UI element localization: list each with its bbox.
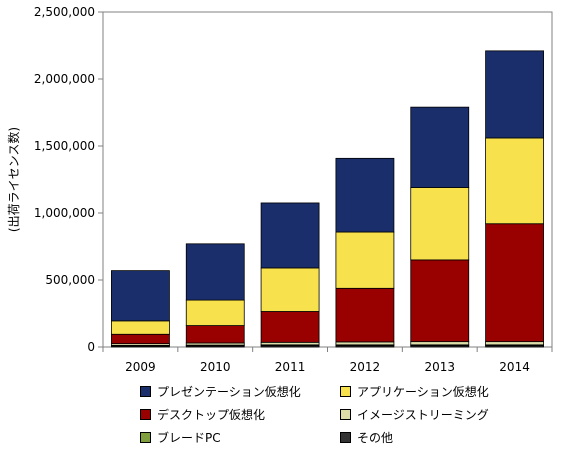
bar-segment	[260, 311, 320, 343]
plot-area	[102, 11, 553, 348]
legend-item-desktop: デスクトップ仮想化	[140, 405, 340, 423]
bar-segment	[335, 231, 395, 289]
bar-segment	[485, 223, 544, 343]
bar-segment	[111, 320, 170, 335]
bar-segment	[485, 137, 544, 225]
legend: プレゼンテーション仮想化 アプリケーション仮想化 デスクトップ仮想化 イメージス…	[140, 382, 550, 446]
bar-segment	[111, 333, 170, 345]
bar-segment	[410, 106, 470, 188]
legend-item-image-streaming: イメージストリーミング	[340, 405, 540, 423]
bar-segment	[185, 325, 245, 344]
bar-segment	[485, 50, 544, 139]
legend-swatch	[340, 385, 351, 397]
bar-segment	[260, 267, 320, 312]
y-tick-label: 1,000,000	[34, 206, 95, 220]
y-axis-label: (出荷ライセンス数)	[6, 127, 21, 232]
legend-label: ブレードPC	[157, 430, 221, 445]
legend-label: プレゼンテーション仮想化	[157, 384, 301, 399]
x-tick-label: 2010	[200, 360, 231, 374]
legend-swatch	[140, 431, 151, 443]
bar-segment	[185, 299, 245, 326]
legend-item-other: その他	[340, 428, 540, 446]
bar-segment	[185, 243, 245, 301]
bar-segment	[335, 157, 395, 233]
legend-label: デスクトップ仮想化	[157, 407, 266, 422]
legend-item-application: アプリケーション仮想化	[340, 382, 540, 400]
legend-label: イメージストリーミング	[357, 407, 489, 422]
y-tick-label: 500,000	[45, 273, 95, 287]
legend-swatch	[140, 385, 151, 397]
y-tick-label: 2,000,000	[34, 72, 95, 86]
x-tick-label: 2014	[499, 360, 530, 374]
x-tick-label: 2013	[424, 360, 455, 374]
y-tick-label: 0	[87, 340, 95, 354]
x-tick-label: 2012	[350, 360, 381, 374]
legend-label: アプリケーション仮想化	[357, 384, 489, 399]
y-tick-label: 1,500,000	[34, 139, 95, 153]
bar-segment	[410, 259, 470, 343]
legend-item-blade-pc: ブレードPC	[140, 428, 340, 446]
bar-segment	[410, 341, 470, 346]
bar-segment	[335, 341, 395, 346]
legend-swatch	[340, 431, 351, 443]
bar-segment	[335, 287, 395, 343]
legend-label: その他	[357, 430, 394, 445]
bar-segment	[260, 202, 320, 269]
bar-segment	[111, 270, 170, 322]
y-tick-label: 2,500,000	[34, 5, 95, 19]
legend-swatch	[140, 408, 151, 420]
legend-swatch	[340, 408, 351, 420]
bar-segment	[485, 341, 544, 346]
bar-segment	[410, 187, 470, 261]
x-tick-label: 2009	[125, 360, 156, 374]
x-tick-label: 2011	[275, 360, 306, 374]
legend-item-presentation: プレゼンテーション仮想化	[140, 382, 340, 400]
